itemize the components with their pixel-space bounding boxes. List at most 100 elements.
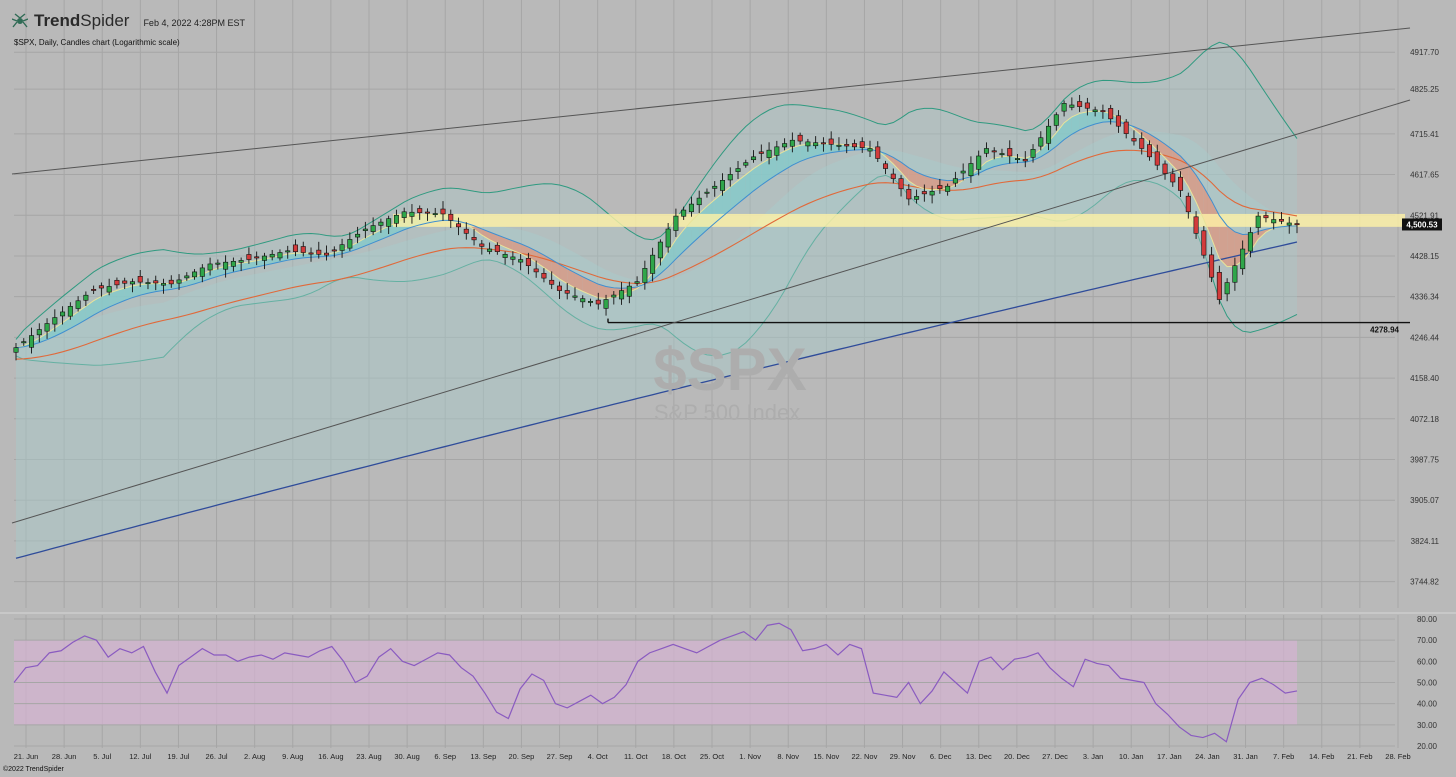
ema-cloud-segment bbox=[1009, 156, 1018, 164]
ema-cloud-segment bbox=[668, 239, 676, 267]
candle-body bbox=[393, 214, 399, 224]
candle-body bbox=[1038, 137, 1044, 147]
ema-cloud-segment bbox=[1001, 156, 1010, 165]
support-label: 4278.94 bbox=[1370, 326, 1399, 335]
candle-body bbox=[937, 185, 943, 190]
candle-body bbox=[1139, 138, 1145, 149]
x-tick-label: 13. Sep bbox=[470, 752, 496, 761]
candle-body bbox=[487, 248, 493, 252]
bollinger-lower bbox=[15, 174, 1298, 366]
x-tick-label: 28. Jun bbox=[52, 752, 77, 761]
candle-body bbox=[673, 215, 679, 231]
ema-cloud-segment bbox=[505, 237, 513, 251]
candle-body bbox=[440, 208, 446, 215]
candle-body bbox=[650, 254, 656, 274]
upper-channel-line bbox=[11, 27, 1411, 175]
rsi-tick-label: 20.00 bbox=[1417, 742, 1438, 751]
x-tick-label: 8. Nov bbox=[777, 752, 799, 761]
candle-body bbox=[774, 146, 780, 156]
candle-body bbox=[1131, 138, 1137, 142]
candle-body bbox=[851, 143, 857, 148]
candle-body bbox=[603, 299, 609, 309]
ema-cloud-segment bbox=[590, 280, 599, 298]
candle-body bbox=[98, 285, 104, 289]
candle-body bbox=[168, 279, 174, 285]
candle-body bbox=[324, 252, 330, 256]
candle-body bbox=[735, 168, 741, 172]
candle-body bbox=[285, 250, 291, 253]
ema-cloud-segment bbox=[792, 145, 801, 166]
candle-body bbox=[952, 178, 958, 184]
candle-body bbox=[921, 191, 927, 195]
x-tick-label: 6. Sep bbox=[434, 752, 456, 761]
bollinger-upper bbox=[15, 41, 1298, 340]
candle-body bbox=[999, 153, 1005, 155]
candle-body bbox=[976, 155, 982, 170]
y-tick-label: 4715.41 bbox=[1410, 130, 1439, 139]
brand-bold: Trend bbox=[34, 11, 81, 30]
candle-body bbox=[588, 301, 594, 303]
x-tick-label: 19. Jul bbox=[167, 752, 189, 761]
candle-body bbox=[1154, 151, 1160, 166]
ema-cloud-segment bbox=[210, 268, 218, 279]
x-tick-label: 10. Jan bbox=[1119, 752, 1144, 761]
candle-body bbox=[983, 148, 989, 154]
candle-body bbox=[1232, 265, 1238, 283]
candle-body bbox=[386, 218, 392, 227]
candle-body bbox=[52, 317, 58, 325]
x-tick-label: 20. Dec bbox=[1004, 752, 1030, 761]
bollinger-fill bbox=[16, 42, 1297, 366]
candle-body bbox=[595, 299, 601, 305]
candle-body bbox=[859, 141, 865, 148]
ema-cloud-segment bbox=[295, 253, 304, 259]
candle-body bbox=[813, 142, 819, 147]
candle-body bbox=[424, 211, 430, 214]
ema-cloud-segment bbox=[738, 174, 746, 204]
candle-body bbox=[727, 174, 733, 181]
brand-name: TrendSpider bbox=[34, 11, 129, 31]
candle-body bbox=[782, 143, 788, 148]
ema-cloud-segment bbox=[885, 153, 894, 164]
ema-cloud-segment bbox=[116, 287, 125, 304]
candle-body bbox=[572, 295, 578, 298]
ema-cloud-segment bbox=[1079, 111, 1088, 130]
candle-body bbox=[743, 162, 749, 166]
rsi-line bbox=[13, 622, 1298, 743]
x-tick-label: 20. Sep bbox=[509, 752, 535, 761]
candle-body bbox=[36, 329, 42, 336]
candle-body bbox=[1263, 215, 1269, 219]
candle-body bbox=[409, 211, 415, 217]
candle-body bbox=[510, 256, 516, 260]
candle-body bbox=[347, 239, 353, 249]
candle-body bbox=[541, 272, 547, 279]
candle-body bbox=[611, 294, 617, 298]
candle-body bbox=[362, 228, 368, 231]
candle-body bbox=[1015, 158, 1021, 160]
copyright: ©2022 TrendSpider bbox=[3, 766, 64, 773]
candle-body bbox=[805, 141, 811, 147]
candle-body bbox=[1255, 215, 1261, 228]
candle-body bbox=[1170, 173, 1176, 183]
candle-body bbox=[867, 148, 873, 152]
x-tick-label: 30. Aug bbox=[394, 752, 419, 761]
candle-body bbox=[1123, 121, 1129, 134]
indicator-lines bbox=[11, 27, 1411, 559]
candle-body bbox=[479, 243, 485, 247]
ema-cloud-segment bbox=[93, 296, 102, 316]
candle-body bbox=[789, 139, 795, 147]
x-tick-label: 5. Jul bbox=[93, 752, 111, 761]
y-tick-label: 4246.44 bbox=[1410, 333, 1439, 342]
candle-body bbox=[463, 228, 469, 234]
trend-fill bbox=[16, 130, 1297, 559]
candle-body bbox=[502, 253, 508, 258]
candle-body bbox=[1240, 248, 1246, 270]
ema-cloud-segment bbox=[155, 283, 164, 292]
candle-body bbox=[432, 213, 438, 216]
candle-body bbox=[1022, 158, 1028, 162]
candle-body bbox=[1209, 254, 1215, 278]
candle-body bbox=[883, 163, 889, 169]
rsi-tick-label: 60.00 bbox=[1417, 657, 1438, 666]
candle-body bbox=[960, 170, 966, 174]
